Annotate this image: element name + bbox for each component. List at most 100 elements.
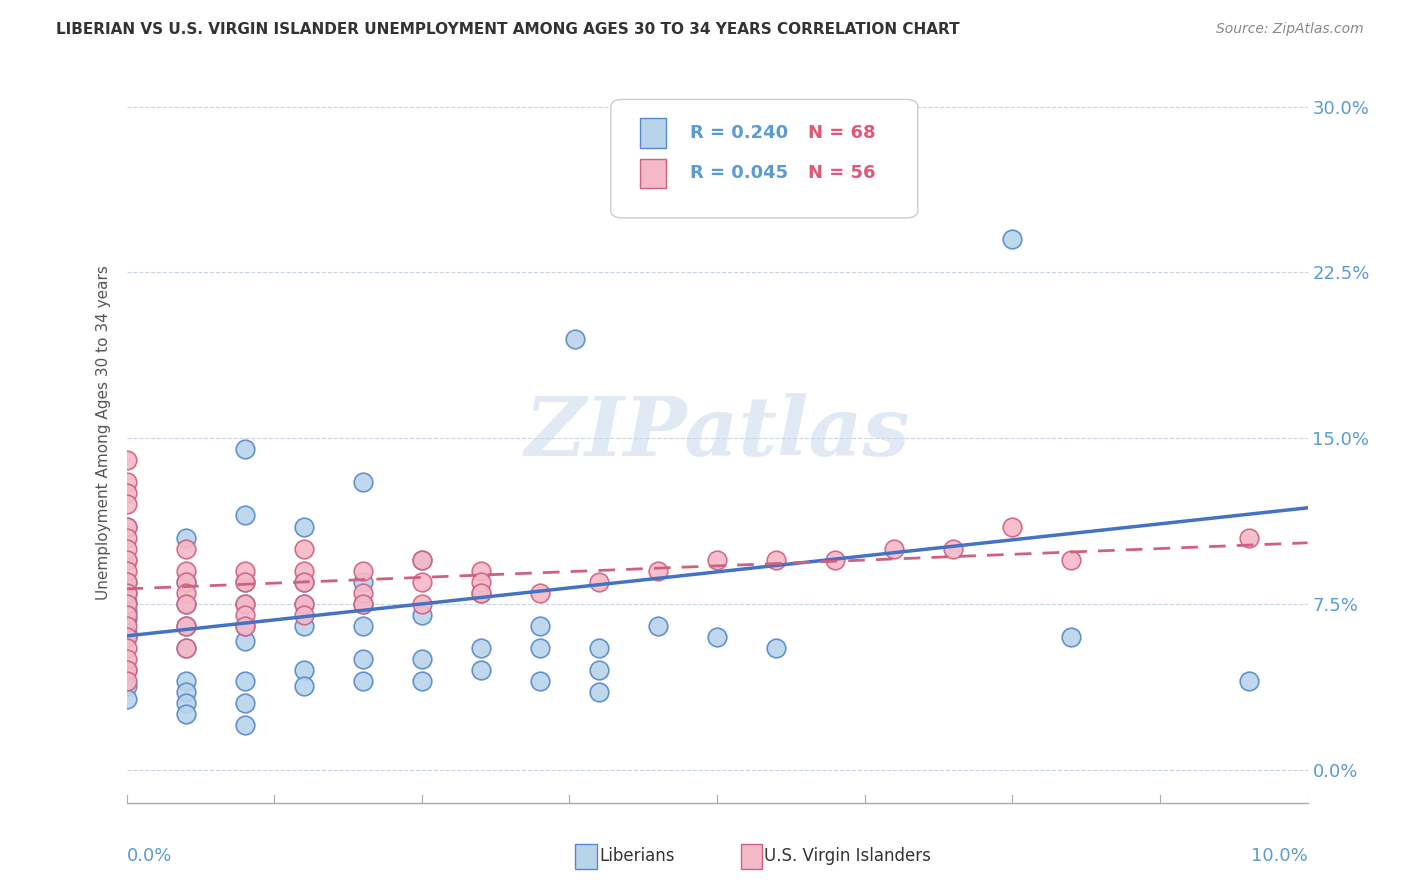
Point bbox=[292, 679, 315, 693]
Text: R = 0.045: R = 0.045 bbox=[690, 164, 787, 183]
Point bbox=[115, 574, 138, 589]
Point bbox=[174, 531, 197, 545]
Text: LIBERIAN VS U.S. VIRGIN ISLANDER UNEMPLOYMENT AMONG AGES 30 TO 34 YEARS CORRELAT: LIBERIAN VS U.S. VIRGIN ISLANDER UNEMPLO… bbox=[56, 22, 960, 37]
FancyBboxPatch shape bbox=[575, 844, 596, 870]
Point bbox=[352, 597, 374, 611]
Point bbox=[942, 541, 965, 556]
Point bbox=[470, 663, 492, 677]
Text: N = 68: N = 68 bbox=[808, 124, 876, 142]
Point bbox=[233, 718, 256, 732]
Point bbox=[233, 574, 256, 589]
Point bbox=[115, 552, 138, 566]
Point bbox=[115, 692, 138, 706]
Point bbox=[292, 541, 315, 556]
Point bbox=[883, 177, 905, 191]
Point bbox=[1060, 630, 1083, 644]
Point bbox=[115, 475, 138, 490]
Point bbox=[233, 574, 256, 589]
Point bbox=[470, 641, 492, 656]
Point bbox=[233, 619, 256, 633]
Text: 0.0%: 0.0% bbox=[127, 847, 172, 865]
Point bbox=[470, 564, 492, 578]
Point bbox=[292, 519, 315, 533]
Point bbox=[352, 475, 374, 490]
Point bbox=[115, 619, 138, 633]
Text: U.S. Virgin Islanders: U.S. Virgin Islanders bbox=[765, 847, 931, 865]
Point bbox=[588, 685, 610, 699]
Point bbox=[292, 597, 315, 611]
Point bbox=[233, 597, 256, 611]
Point bbox=[115, 586, 138, 600]
Point bbox=[115, 564, 138, 578]
Point bbox=[115, 519, 138, 533]
Point bbox=[292, 619, 315, 633]
Point bbox=[174, 641, 197, 656]
Point bbox=[233, 607, 256, 622]
Point bbox=[352, 652, 374, 666]
Point bbox=[352, 597, 374, 611]
Text: R = 0.240: R = 0.240 bbox=[690, 124, 787, 142]
Point bbox=[411, 552, 433, 566]
Point bbox=[115, 679, 138, 693]
Point bbox=[115, 552, 138, 566]
Point bbox=[115, 597, 138, 611]
Point bbox=[174, 597, 197, 611]
Point bbox=[1237, 531, 1260, 545]
Point bbox=[233, 508, 256, 523]
Point bbox=[115, 453, 138, 467]
Point bbox=[174, 641, 197, 656]
FancyBboxPatch shape bbox=[640, 159, 666, 188]
Point bbox=[115, 603, 138, 617]
Point bbox=[352, 564, 374, 578]
Point bbox=[292, 607, 315, 622]
Point bbox=[115, 630, 138, 644]
Point bbox=[529, 619, 551, 633]
Point bbox=[588, 574, 610, 589]
Point bbox=[292, 564, 315, 578]
Point bbox=[647, 619, 669, 633]
Point bbox=[115, 519, 138, 533]
Point bbox=[824, 552, 846, 566]
Point bbox=[529, 641, 551, 656]
Point bbox=[174, 619, 197, 633]
Point bbox=[352, 619, 374, 633]
Point bbox=[115, 586, 138, 600]
Point bbox=[292, 597, 315, 611]
Point bbox=[1001, 519, 1024, 533]
FancyBboxPatch shape bbox=[741, 844, 762, 870]
Point bbox=[174, 674, 197, 689]
Point bbox=[588, 663, 610, 677]
Point bbox=[233, 697, 256, 711]
Point bbox=[233, 634, 256, 648]
Point bbox=[529, 674, 551, 689]
Point bbox=[115, 574, 138, 589]
Point bbox=[174, 586, 197, 600]
Point bbox=[174, 707, 197, 722]
Point bbox=[115, 486, 138, 500]
Point bbox=[765, 641, 787, 656]
Point bbox=[411, 574, 433, 589]
Point bbox=[115, 541, 138, 556]
Point bbox=[411, 674, 433, 689]
Point bbox=[115, 498, 138, 512]
Point bbox=[115, 663, 138, 677]
Point bbox=[174, 697, 197, 711]
Y-axis label: Unemployment Among Ages 30 to 34 years: Unemployment Among Ages 30 to 34 years bbox=[96, 265, 111, 600]
Point bbox=[1001, 232, 1024, 246]
FancyBboxPatch shape bbox=[640, 118, 666, 147]
Point bbox=[470, 586, 492, 600]
Point bbox=[411, 607, 433, 622]
Point bbox=[411, 597, 433, 611]
FancyBboxPatch shape bbox=[610, 99, 918, 218]
Text: Source: ZipAtlas.com: Source: ZipAtlas.com bbox=[1216, 22, 1364, 37]
Text: Liberians: Liberians bbox=[599, 847, 675, 865]
Text: ZIPatlas: ZIPatlas bbox=[524, 392, 910, 473]
Point bbox=[174, 574, 197, 589]
Point bbox=[233, 564, 256, 578]
Point bbox=[174, 564, 197, 578]
Point bbox=[706, 630, 728, 644]
Point bbox=[647, 564, 669, 578]
Point bbox=[470, 574, 492, 589]
Point bbox=[174, 597, 197, 611]
Point bbox=[115, 641, 138, 656]
